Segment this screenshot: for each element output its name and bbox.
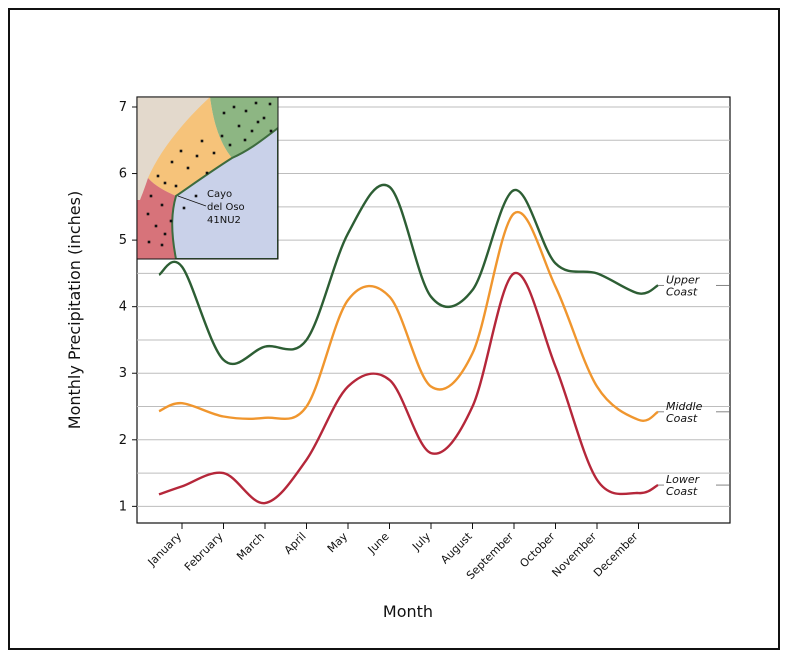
series-label: Upper	[666, 273, 701, 286]
station-dot	[195, 154, 199, 158]
inset-map: Cayo del Oso 41NU2	[137, 97, 278, 259]
station-dot	[243, 138, 247, 142]
inset-border	[136, 96, 279, 260]
station-dot	[163, 181, 167, 185]
y-axis-ticks: 1 2 3 4 5 6 7	[119, 100, 137, 514]
station-dot	[186, 166, 190, 170]
series-lines	[158, 183, 659, 505]
station-dot	[179, 149, 183, 153]
series-line	[158, 272, 659, 505]
station-dot	[160, 243, 164, 247]
inset-leader-line	[177, 195, 207, 207]
station-dot	[237, 124, 241, 128]
y-tick-label: 3	[119, 366, 127, 381]
station-dot	[254, 101, 258, 105]
x-axis-title: Month	[383, 602, 433, 621]
x-tick-label: January	[145, 530, 185, 570]
inset-site-label-line2: del Oso	[207, 202, 245, 213]
x-tick-label: May	[325, 530, 351, 556]
station-dot	[194, 194, 198, 198]
series-line	[158, 183, 659, 366]
station-dot	[244, 109, 248, 113]
station-dot	[149, 194, 153, 198]
station-dot	[156, 174, 160, 178]
inset-site-label-line1: Cayo	[207, 189, 232, 200]
station-dot	[222, 111, 226, 115]
series-label: Coast	[666, 412, 698, 425]
inset-station-dots	[146, 101, 273, 247]
inset-region-upper	[210, 97, 278, 158]
station-dot	[268, 102, 272, 106]
station-dot	[182, 206, 186, 210]
inset-site-label-line3: 41NU2	[207, 215, 241, 226]
station-dot	[174, 184, 178, 188]
station-dot	[169, 219, 173, 223]
station-dot	[232, 105, 236, 109]
series-label: Middle	[666, 400, 703, 413]
inset-region-lower	[137, 178, 176, 259]
series-label: Lower	[666, 473, 701, 486]
station-dot	[250, 129, 254, 133]
station-dot	[256, 120, 260, 124]
station-dot	[200, 139, 204, 143]
station-dot	[163, 232, 167, 236]
x-tick-label: July	[409, 530, 433, 554]
inset-gulf	[171, 126, 278, 259]
station-dot	[170, 160, 174, 164]
x-tick-label: August	[438, 529, 475, 566]
y-axis-title: Monthly Precipitation (inches)	[65, 191, 84, 429]
y-tick-label: 4	[119, 300, 127, 315]
gridlines	[137, 106, 730, 507]
station-dot	[262, 116, 266, 120]
station-dot	[205, 171, 209, 175]
station-dot	[269, 129, 273, 133]
x-tick-label: April	[282, 530, 309, 557]
series-label: Coast	[666, 485, 698, 498]
y-tick-label: 1	[119, 499, 127, 514]
station-dot	[146, 212, 150, 216]
x-tick-label: December	[591, 530, 641, 580]
station-dot	[147, 240, 151, 244]
station-dot	[154, 224, 158, 228]
y-tick-label: 6	[119, 167, 127, 182]
y-tick-label: 5	[119, 233, 127, 248]
series-label: Coast	[666, 285, 698, 298]
x-tick-label: June	[365, 530, 392, 557]
x-tick-label: February	[182, 530, 226, 574]
station-dot	[228, 143, 232, 147]
station-dot	[212, 151, 216, 155]
station-dot	[160, 203, 164, 207]
series-line	[158, 210, 659, 422]
y-tick-label: 2	[119, 433, 127, 448]
x-tick-label: October	[517, 530, 558, 571]
station-dot	[220, 134, 224, 138]
x-tick-label: March	[234, 530, 267, 563]
y-tick-label: 7	[119, 100, 127, 115]
